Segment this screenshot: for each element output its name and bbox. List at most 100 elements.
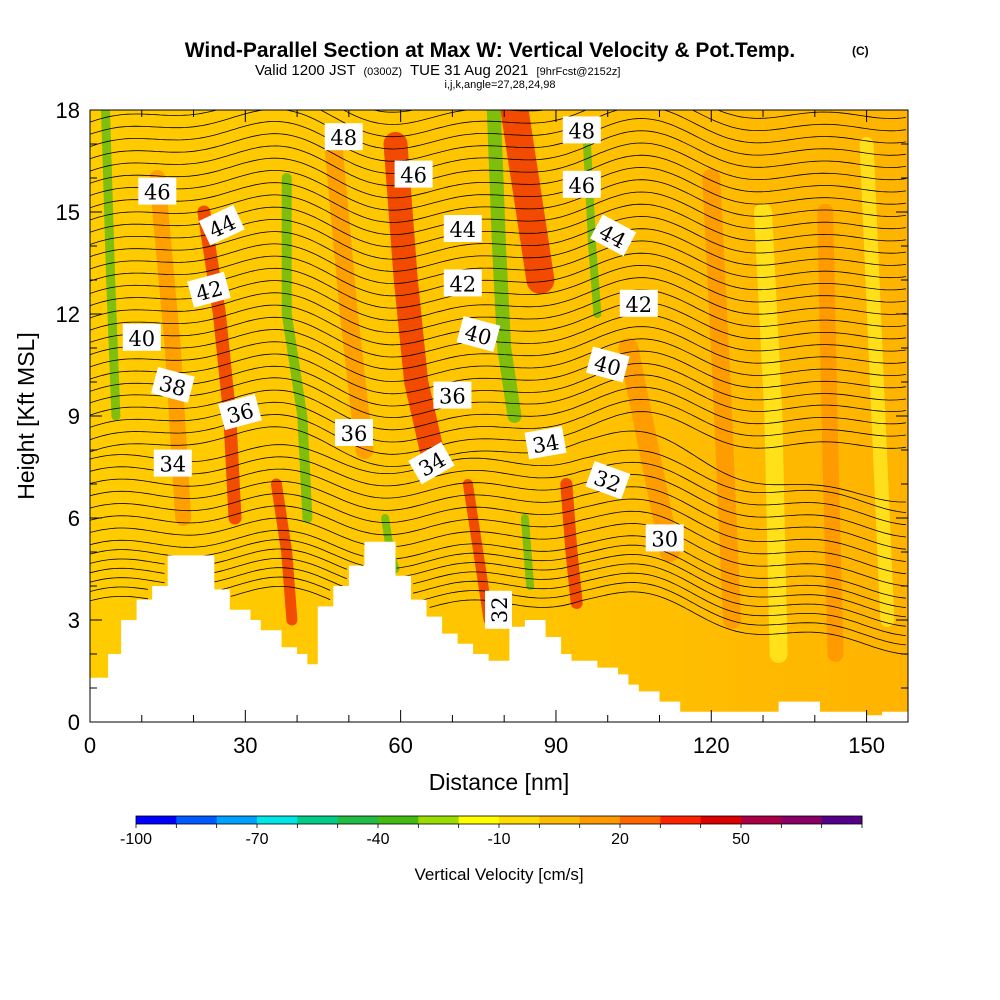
contour-label: 42 — [619, 289, 658, 317]
velocity-streak — [754, 203, 788, 663]
colorbar-segment — [700, 816, 742, 824]
colorbar-segment — [297, 816, 339, 824]
colorbar: -100 -70 -40 -10 20 50 — [120, 815, 863, 848]
contour-label-box — [585, 460, 631, 500]
contour-label-box — [524, 426, 567, 460]
contour-label: 36 — [433, 381, 472, 409]
theta-isoline — [90, 264, 906, 309]
contour-label-box — [394, 160, 433, 188]
theta-isoline — [90, 240, 906, 285]
theta-isoline — [90, 326, 906, 370]
chart-title-block: Wind-Parallel Section at Max W: Vertical… — [185, 39, 869, 91]
theta-isoline — [90, 118, 906, 162]
colorbar-segment — [257, 816, 298, 824]
contour-label-box — [456, 315, 501, 352]
colorbar-segment — [337, 816, 379, 824]
velocity-streak — [560, 478, 583, 609]
colorbar-segment — [418, 816, 460, 824]
contour-label-box — [153, 449, 192, 477]
theta-isoline — [90, 179, 906, 223]
theta-isoline — [90, 289, 906, 334]
y-tick-label: 15 — [56, 200, 80, 225]
x-tick-label: 30 — [233, 733, 257, 758]
subtitle-fcst-text: [9hrFcst@2152z] — [537, 66, 621, 78]
theta-isoline — [90, 557, 906, 627]
colorbar-segment — [741, 816, 782, 824]
contour-label-box — [585, 346, 630, 383]
y-tick-label: 0 — [68, 710, 80, 735]
contour-label-box — [335, 419, 373, 446]
contour-label-box — [187, 271, 231, 308]
contour-label: 48 — [562, 116, 601, 144]
velocity-streak — [486, 110, 522, 423]
contour-label: 44 — [198, 204, 245, 246]
contour-label: 38 — [151, 366, 195, 403]
velocity-streak — [270, 478, 298, 626]
theta-isoline — [90, 110, 906, 125]
theta-isoline — [90, 228, 906, 272]
chart-subtitle-valid: Valid 1200 JST (0300Z) TUE 31 Aug 2021 [… — [255, 62, 620, 79]
contour-label: 42 — [187, 271, 231, 308]
chart-title-suffix: (C) — [852, 44, 869, 58]
contour-label: 48 — [324, 123, 363, 151]
theta-isoline — [90, 110, 906, 138]
theta-isoline — [90, 313, 906, 358]
velocity-streak — [817, 204, 844, 662]
colorbar-segment — [620, 816, 661, 824]
contour-label-text: 42 — [449, 272, 476, 296]
theta-isoline — [90, 154, 906, 199]
contour-label-text: 42 — [625, 293, 652, 317]
contour-label-box — [198, 204, 245, 246]
contour-label: 32 — [485, 590, 512, 629]
theta-isoline — [90, 110, 906, 150]
contour-label-text: 48 — [568, 119, 595, 143]
velocity-streak — [702, 169, 741, 629]
velocity-streak — [281, 173, 313, 523]
theta-isoline — [90, 548, 906, 618]
contour-label: 34 — [524, 426, 567, 460]
velocity-streak — [101, 110, 121, 421]
contour-label-box — [645, 524, 684, 552]
y-axis-label: Height [Kft MSL] — [13, 332, 39, 499]
contour-label-box — [122, 323, 161, 351]
colorbar-segment — [539, 816, 581, 824]
colorbar-tick-label: 20 — [611, 831, 629, 848]
theta-isoline — [363, 93, 901, 100]
terrain-profile — [90, 541, 908, 722]
colorbar-tick-label: -40 — [366, 831, 389, 848]
contour-label: 46 — [562, 170, 601, 198]
chart-title: Wind-Parallel Section at Max W: Vertical… — [185, 39, 796, 62]
colorbar-segment — [499, 816, 540, 824]
contour-label: 46 — [394, 160, 433, 188]
theta-isoline — [90, 252, 906, 297]
contour-label-text: 46 — [568, 174, 595, 198]
theta-isoline — [90, 444, 906, 513]
colorbar-tick-label: -100 — [120, 831, 152, 848]
colorbar-tick-label: -10 — [487, 831, 510, 848]
colorbar-segment — [781, 816, 823, 824]
contour-label-box — [562, 170, 601, 198]
x-tick-label: 60 — [388, 733, 412, 758]
theta-isoline — [90, 167, 906, 211]
contour-label-box — [485, 590, 512, 629]
theta-isoline — [90, 386, 906, 431]
contour-label: 44 — [443, 215, 482, 242]
x-tick-label: 120 — [693, 733, 730, 758]
colorbar-segment — [579, 816, 621, 824]
contour-label-text: 34 — [531, 430, 561, 458]
subtitle-date-text: TUE 31 Aug 2021 — [410, 62, 528, 79]
theta-isoline — [90, 350, 906, 395]
theta-isoline — [90, 426, 906, 503]
contour-label-box — [324, 123, 363, 151]
contour-label-text: 32 — [488, 596, 512, 623]
y-tick-label: 6 — [68, 506, 80, 531]
contour-label-text: 46 — [400, 164, 427, 188]
colorbar-segment — [821, 816, 863, 824]
contour-label-box — [218, 394, 262, 431]
x-axis-label: Distance [nm] — [429, 769, 570, 795]
velocity-streak — [618, 338, 680, 562]
contour-label-box — [151, 366, 195, 403]
contour-label-text: 36 — [341, 422, 368, 446]
